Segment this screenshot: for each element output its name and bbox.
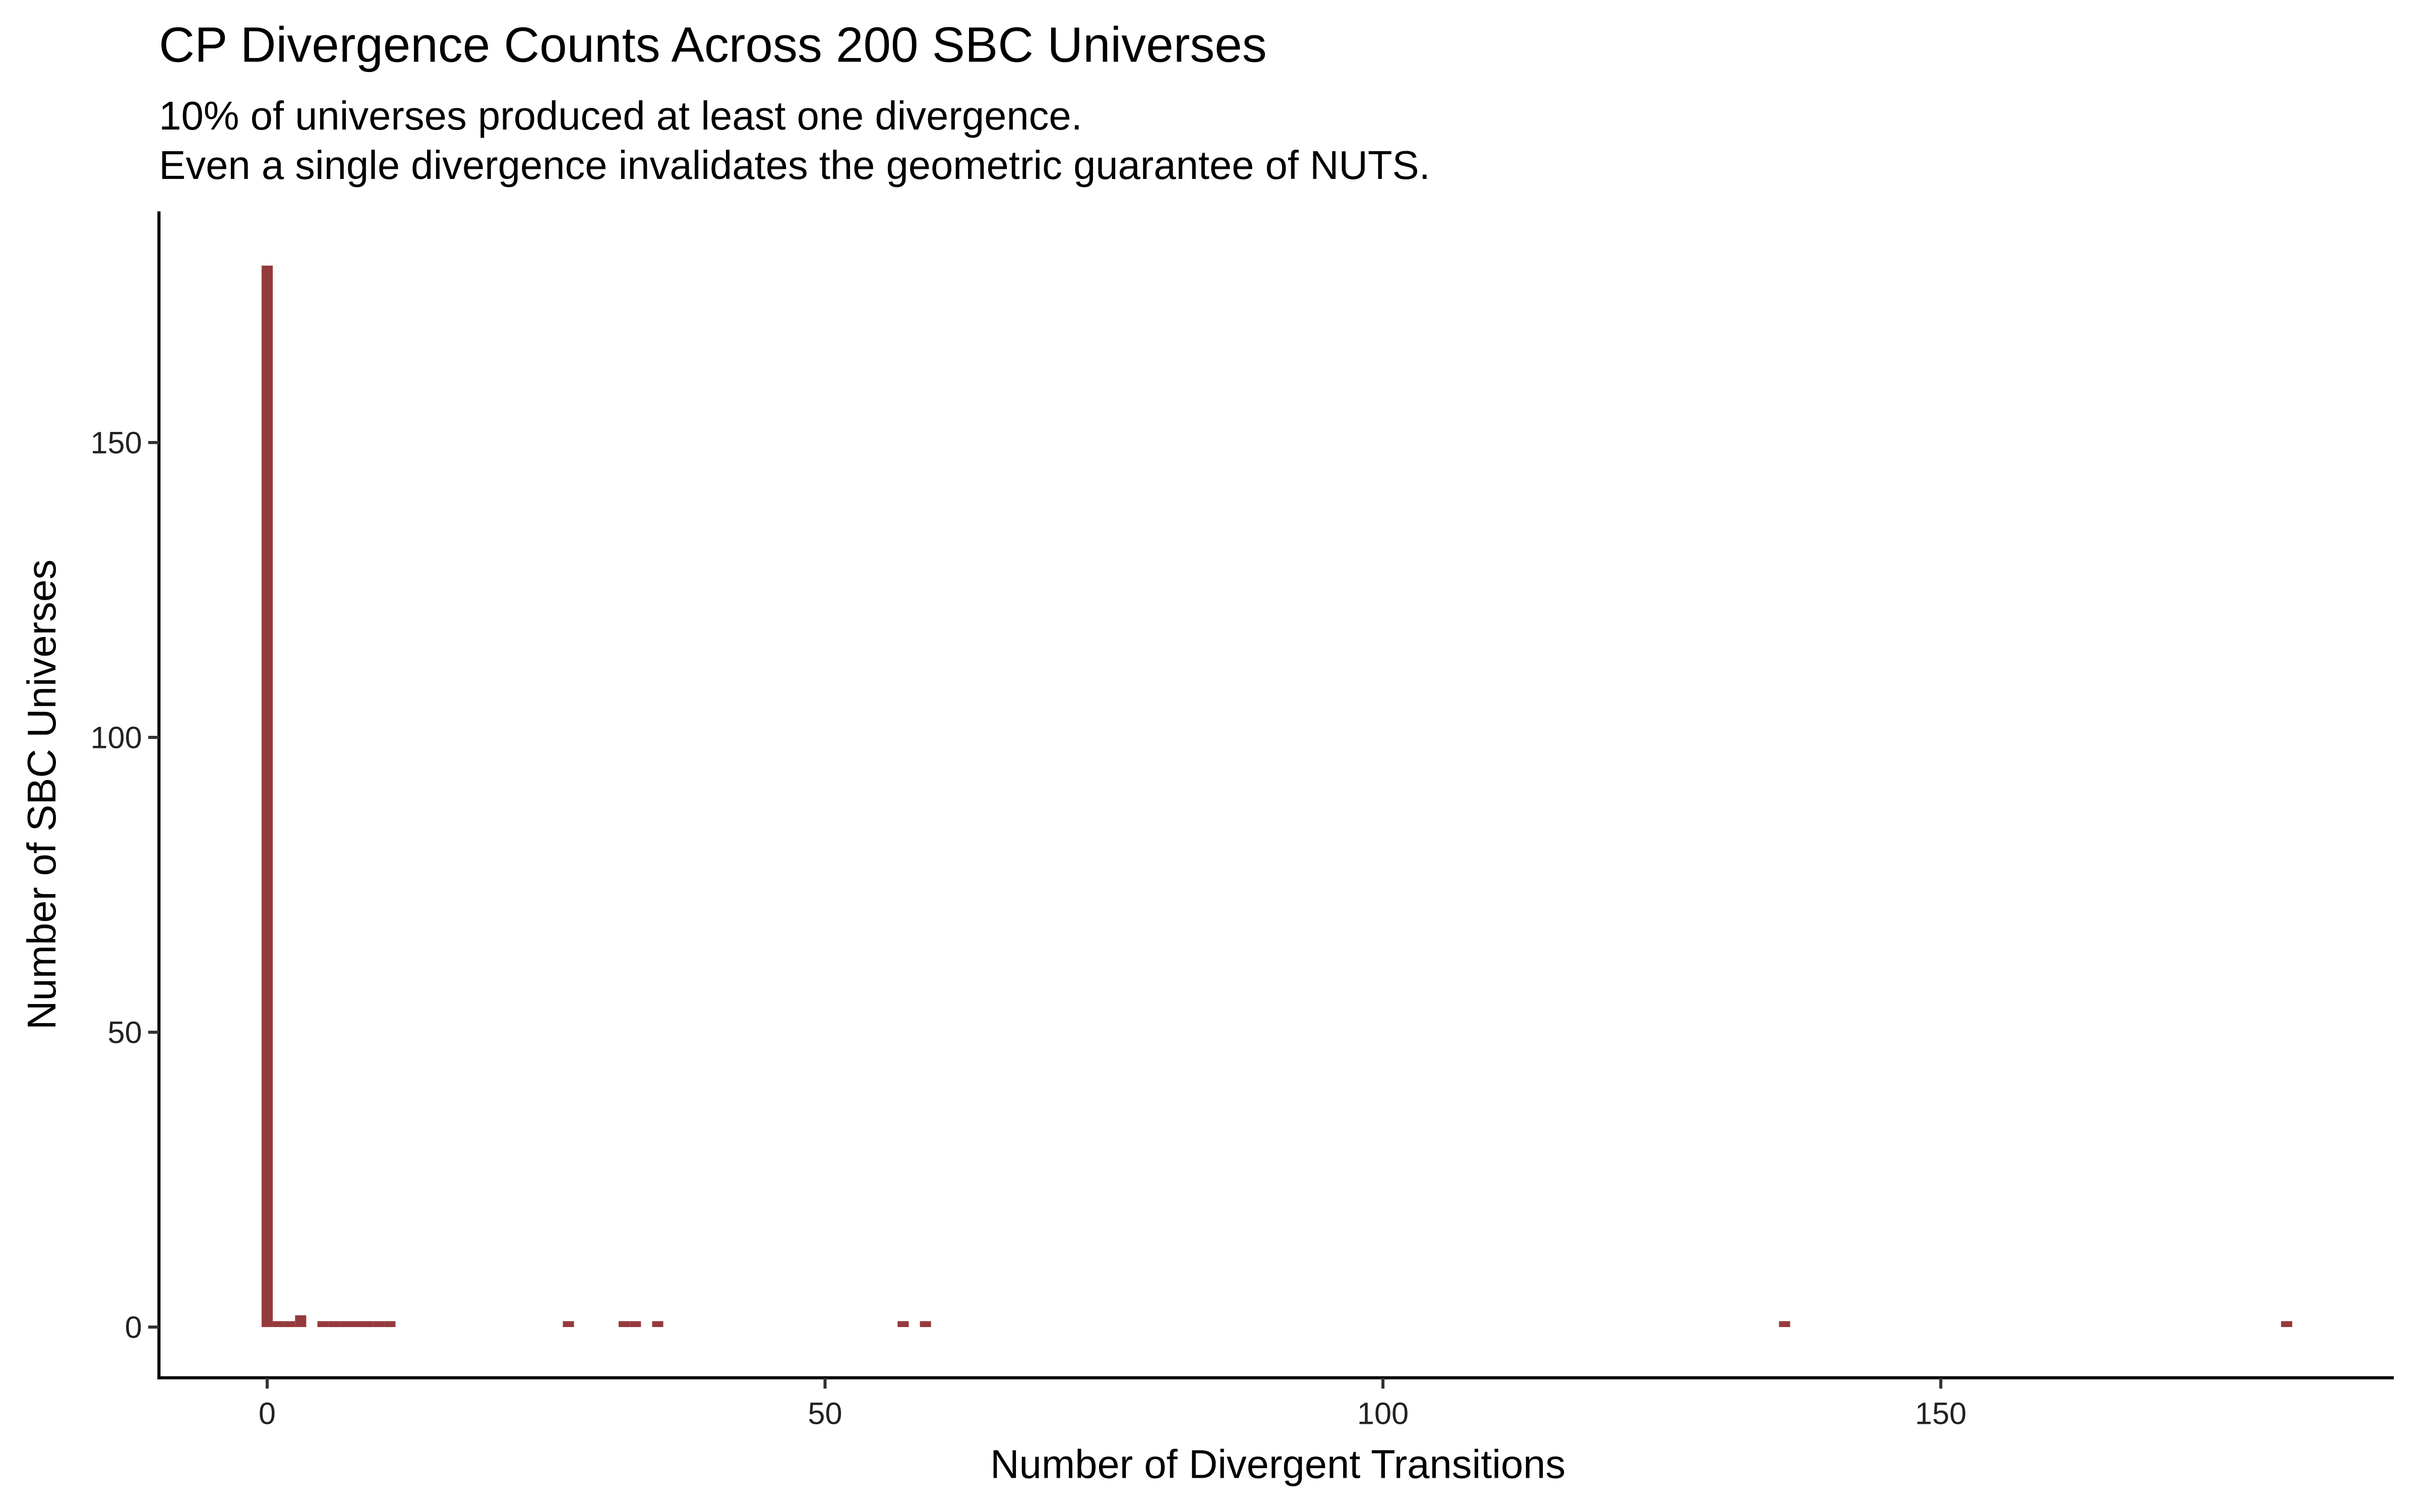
bar	[362, 1321, 374, 1328]
y-tick-label: 50	[108, 1015, 142, 1049]
chart-subtitle: Even a single divergence invalidates the…	[159, 143, 1430, 187]
chart-subtitle: 10% of universes produced at least one d…	[159, 93, 1082, 138]
y-axis-title: Number of SBC Universes	[19, 559, 64, 1030]
bar	[273, 1321, 284, 1328]
bar	[920, 1321, 931, 1328]
bar	[652, 1321, 663, 1328]
y-tick-label: 100	[90, 720, 142, 754]
bar	[295, 1315, 307, 1328]
chart-title: CP Divergence Counts Across 200 SBC Univ…	[159, 17, 1266, 72]
bar	[2281, 1321, 2292, 1328]
y-tick-label: 0	[125, 1310, 142, 1344]
bar	[630, 1321, 641, 1328]
bar	[373, 1321, 385, 1328]
y-tick-label: 150	[90, 425, 142, 460]
x-tick-label: 0	[259, 1397, 276, 1431]
bar	[563, 1321, 574, 1328]
bar	[328, 1321, 340, 1328]
x-tick-label: 150	[1915, 1397, 1966, 1431]
bar	[384, 1321, 396, 1328]
bar	[284, 1321, 295, 1328]
x-tick-label: 50	[808, 1397, 842, 1431]
bar	[897, 1321, 909, 1328]
bar	[350, 1321, 362, 1328]
x-axis-title: Number of Divergent Transitions	[990, 1442, 1565, 1487]
bar	[1779, 1321, 1790, 1328]
bar	[317, 1321, 329, 1328]
x-tick-label: 100	[1357, 1397, 1409, 1431]
bar	[619, 1321, 630, 1328]
bar	[261, 266, 273, 1328]
bar	[339, 1321, 351, 1328]
